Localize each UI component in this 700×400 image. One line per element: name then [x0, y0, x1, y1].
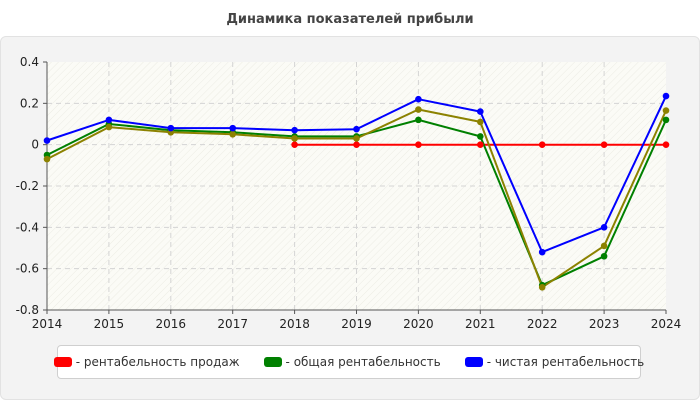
data-point-series-3 — [415, 95, 422, 103]
y-tick-label: -0.4 — [16, 220, 39, 234]
data-point-series-2 — [229, 131, 236, 138]
legend-item-total-profitability: - общая рентабельность — [263, 355, 441, 369]
data-point-series-1 — [477, 133, 484, 140]
data-point-series-3 — [291, 126, 298, 134]
data-point-series-0 — [600, 141, 608, 148]
legend-swatch-green — [263, 357, 282, 367]
data-point-series-2 — [600, 242, 608, 250]
y-tick-label: -0.2 — [16, 179, 39, 193]
data-point-series-0 — [662, 141, 670, 148]
x-tick-label: 2014 — [32, 317, 63, 331]
data-point-series-0 — [538, 141, 546, 148]
x-tick-label: 2017 — [217, 317, 248, 331]
y-tick-label: -0.6 — [16, 262, 39, 276]
data-point-series-2 — [538, 283, 546, 291]
x-tick-label: 2018 — [279, 317, 310, 331]
legend-label: - чистая рентабельность — [486, 355, 645, 369]
data-point-series-0 — [353, 141, 360, 148]
data-point-series-2 — [477, 118, 484, 126]
x-tick-label: 2023 — [589, 317, 620, 331]
legend-item-sales-profitability: - рентабельность продаж — [53, 355, 240, 369]
data-point-series-2 — [662, 107, 670, 114]
y-tick-label: -0.8 — [16, 303, 39, 317]
x-tick-label: 2016 — [156, 317, 187, 331]
data-point-series-3 — [105, 116, 113, 124]
data-point-series-2 — [105, 123, 113, 131]
legend-label: - общая рентабельность — [285, 355, 441, 369]
x-tick-label: 2021 — [465, 317, 496, 331]
data-point-series-2 — [291, 135, 298, 142]
legend-item-net-profitability: - чистая рентабельность — [464, 355, 645, 369]
data-point-series-3 — [538, 248, 546, 256]
data-point-series-3 — [43, 137, 51, 144]
y-tick-label: 0.2 — [20, 96, 39, 110]
data-point-series-3 — [167, 124, 175, 132]
data-point-series-1 — [600, 252, 608, 260]
data-point-series-1 — [662, 116, 670, 124]
data-point-series-3 — [229, 124, 236, 132]
x-tick-label: 2022 — [527, 317, 558, 331]
legend-swatch-red — [53, 357, 72, 367]
y-tick-label: 0.4 — [20, 55, 39, 69]
y-tick-label: 0 — [31, 138, 39, 152]
x-tick-label: 2024 — [651, 317, 682, 331]
data-point-series-1 — [415, 116, 422, 124]
data-point-series-3 — [662, 92, 670, 100]
data-point-series-2 — [415, 106, 422, 113]
chart-title: Динамика показателей прибыли — [226, 12, 474, 27]
x-tick-label: 2019 — [341, 317, 372, 331]
data-point-series-0 — [415, 141, 422, 148]
x-tick-label: 2015 — [94, 317, 125, 331]
legend-label: - рентабельность продаж — [75, 355, 240, 369]
data-point-series-3 — [477, 108, 484, 115]
chart-legend: - рентабельность продаж - общая рентабел… — [53, 345, 644, 379]
x-tick-label: 2020 — [403, 317, 434, 331]
data-point-series-3 — [353, 125, 360, 133]
data-point-series-0 — [477, 141, 484, 148]
data-point-series-3 — [600, 224, 608, 231]
data-point-series-0 — [291, 141, 298, 148]
legend-swatch-blue — [464, 357, 483, 367]
data-point-series-2 — [43, 155, 51, 163]
data-point-series-2 — [353, 135, 360, 142]
